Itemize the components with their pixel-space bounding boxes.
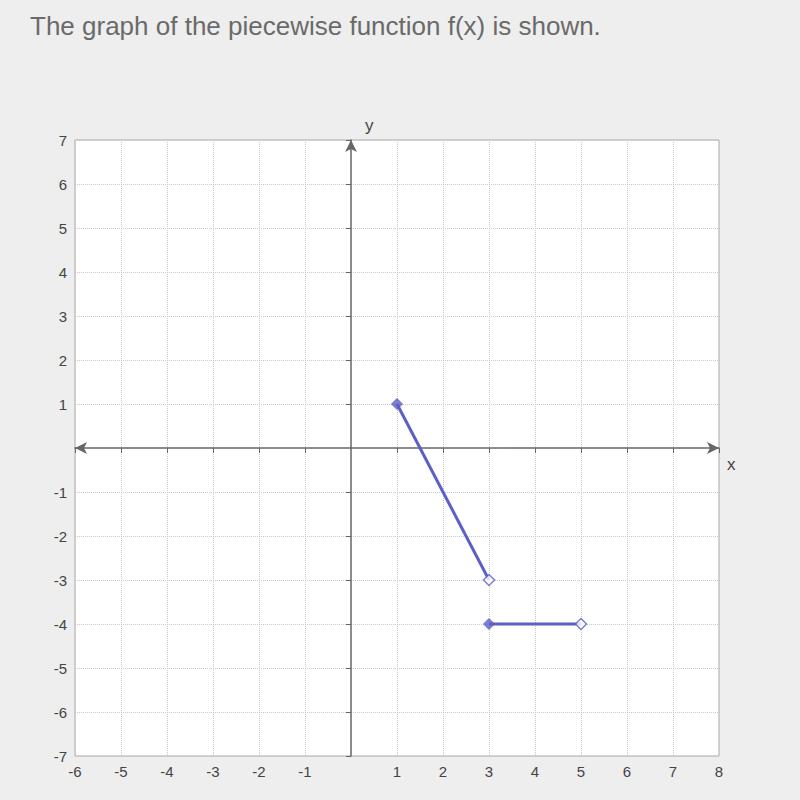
svg-text:6: 6 xyxy=(623,763,631,780)
svg-text:The graph of the piecewise fun: The graph of the piecewise function f(x)… xyxy=(30,11,601,41)
svg-text:-5: -5 xyxy=(54,660,67,677)
svg-text:-4: -4 xyxy=(54,616,67,633)
svg-text:7: 7 xyxy=(59,132,67,149)
svg-text:5: 5 xyxy=(59,220,67,237)
svg-text:2: 2 xyxy=(439,763,447,780)
svg-text:3: 3 xyxy=(59,308,67,325)
svg-text:x: x xyxy=(727,455,736,474)
svg-text:-3: -3 xyxy=(206,763,219,780)
svg-text:7: 7 xyxy=(669,763,677,780)
svg-text:-1: -1 xyxy=(298,763,311,780)
svg-text:-7: -7 xyxy=(54,748,67,765)
svg-text:1: 1 xyxy=(59,396,67,413)
svg-text:4: 4 xyxy=(531,763,539,780)
svg-text:-2: -2 xyxy=(252,763,265,780)
svg-text:1: 1 xyxy=(393,763,401,780)
svg-text:-6: -6 xyxy=(54,704,67,721)
svg-text:4: 4 xyxy=(59,264,67,281)
svg-text:-5: -5 xyxy=(114,763,127,780)
svg-text:3: 3 xyxy=(485,763,493,780)
svg-text:-1: -1 xyxy=(54,484,67,501)
svg-text:6: 6 xyxy=(59,176,67,193)
svg-text:-6: -6 xyxy=(68,763,81,780)
svg-text:-3: -3 xyxy=(54,572,67,589)
svg-text:y: y xyxy=(365,116,374,135)
svg-text:5: 5 xyxy=(577,763,585,780)
svg-text:8: 8 xyxy=(715,763,723,780)
svg-text:-2: -2 xyxy=(54,528,67,545)
svg-text:-4: -4 xyxy=(160,763,173,780)
svg-text:2: 2 xyxy=(59,352,67,369)
